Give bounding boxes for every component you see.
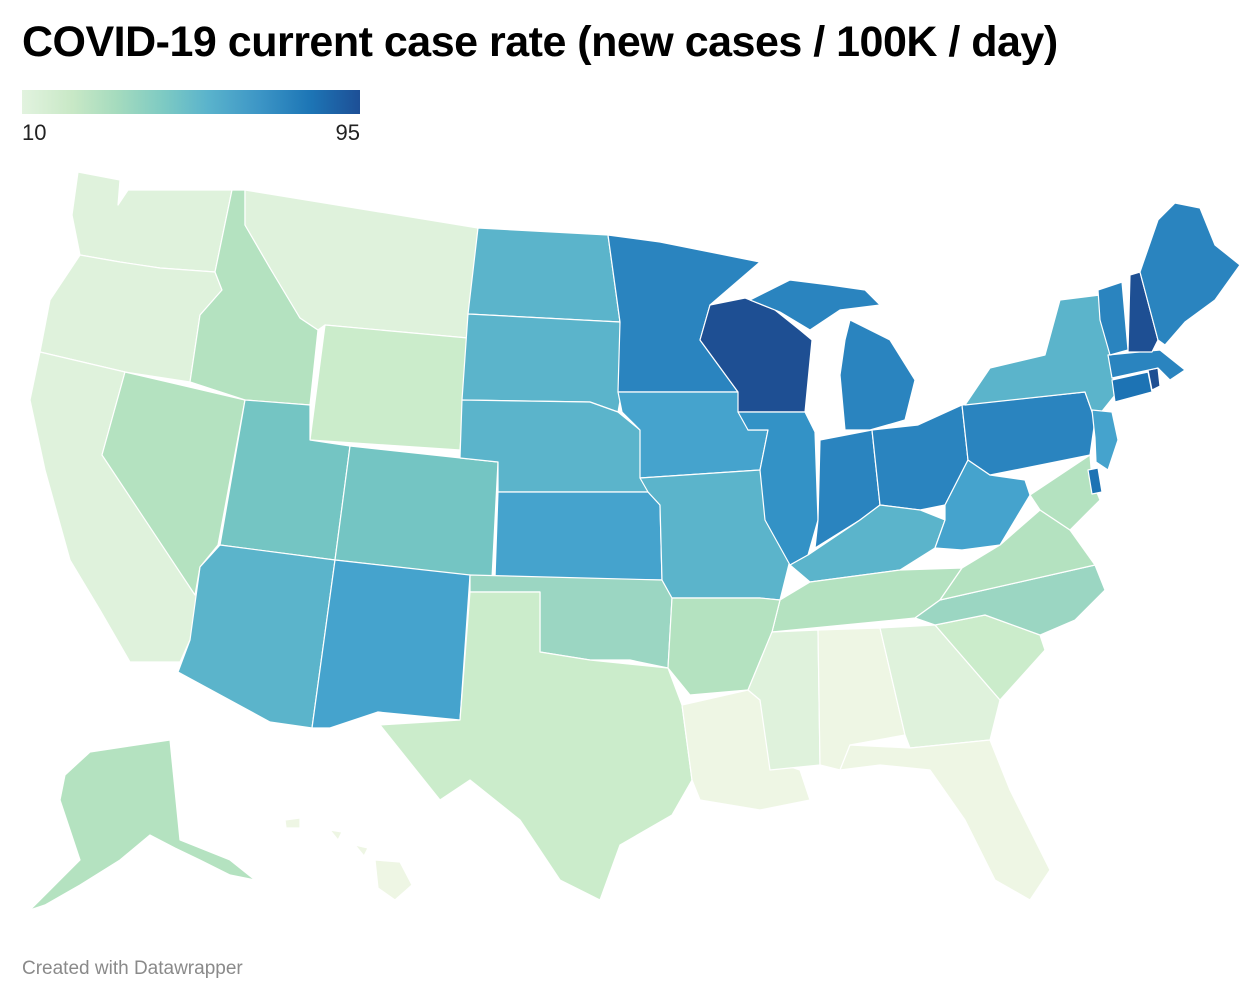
credit-text: Created with Datawrapper xyxy=(22,958,243,979)
state-washington[interactable] xyxy=(71,171,233,273)
state-arizona[interactable] xyxy=(177,544,336,729)
state-michigan-upper[interactable] xyxy=(749,279,881,331)
state-delaware[interactable] xyxy=(1087,467,1103,495)
legend-max-label: 95 xyxy=(335,120,360,145)
state-massachusetts[interactable] xyxy=(1107,349,1186,381)
state-hawaii[interactable] xyxy=(284,817,413,901)
state-pennsylvania[interactable] xyxy=(961,391,1096,476)
legend-min-label: 10 xyxy=(22,120,47,145)
map-title: COVID-19 current case rate (new cases / … xyxy=(22,18,1058,66)
state-new-mexico[interactable] xyxy=(311,559,471,729)
state-texas[interactable] xyxy=(379,591,693,901)
state-north-dakota[interactable] xyxy=(467,227,621,323)
state-maine[interactable] xyxy=(1139,202,1240,346)
color-legend: 10 95 xyxy=(22,90,360,145)
state-florida[interactable] xyxy=(839,739,1051,901)
state-michigan-lower[interactable] xyxy=(839,319,916,431)
state-new-jersey[interactable] xyxy=(1091,409,1119,471)
state-wyoming[interactable] xyxy=(309,324,469,451)
state-kansas[interactable] xyxy=(494,491,663,581)
state-colorado[interactable] xyxy=(334,445,499,579)
state-maryland[interactable] xyxy=(1029,454,1101,531)
state-vermont[interactable] xyxy=(1097,281,1129,356)
legend-gradient-bar xyxy=(22,90,360,114)
state-new-hampshire[interactable] xyxy=(1127,271,1159,353)
state-connecticut[interactable] xyxy=(1111,371,1153,403)
state-south-dakota[interactable] xyxy=(461,313,623,413)
state-alaska[interactable] xyxy=(29,739,256,911)
us-states-map xyxy=(29,171,1240,911)
